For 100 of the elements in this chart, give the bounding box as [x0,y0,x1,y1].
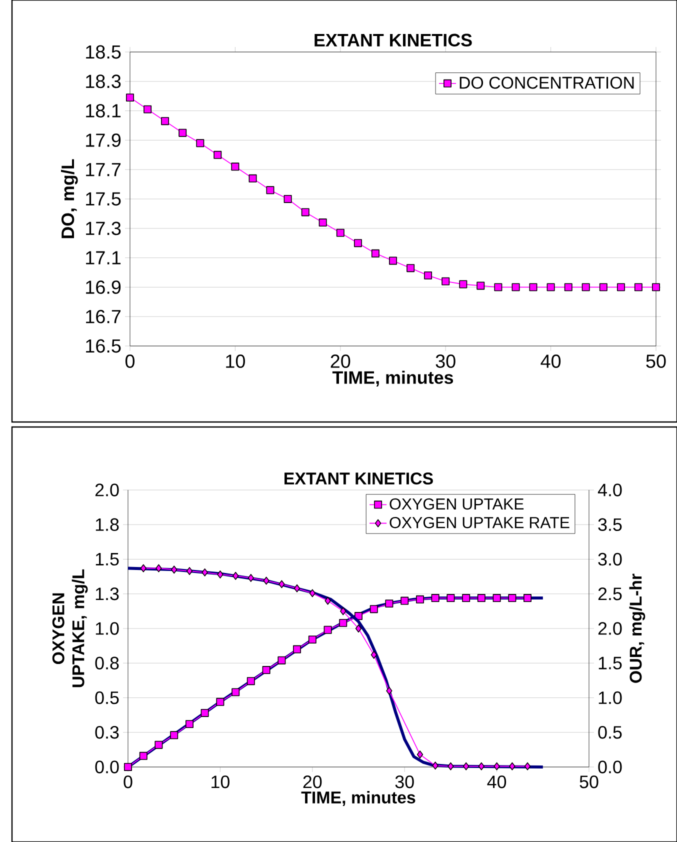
point [186,720,194,728]
x-tick-label: 10 [226,354,245,368]
point [284,195,292,203]
point [178,128,187,137]
point [370,650,377,659]
point [200,708,209,717]
y-tick-label: 0.0 [95,760,119,774]
point [370,605,378,614]
chart-title: EXTANT KINETICS [284,472,433,484]
y-tick-label: 1.3 [96,588,119,600]
chart-title: EXTANT KINETICS [314,34,472,46]
point [446,594,455,602]
point [262,666,270,674]
y-tick-label: 17.9 [86,133,121,147]
x-tick-label: 30 [436,354,456,368]
point [529,283,538,292]
y2-tick-label: 4.0 [598,484,622,496]
point [448,762,454,770]
point [308,636,316,644]
point [318,218,327,226]
point [524,762,531,770]
y2-tick-label: 0.0 [598,760,622,774]
x-tick-label: 50 [646,354,666,368]
point [546,283,555,292]
point [126,94,134,102]
x-tick-label: 40 [540,354,561,368]
point [512,283,520,292]
point [508,594,516,602]
point [494,762,500,770]
point [524,594,532,602]
y-tick-label: 0.8 [95,656,119,670]
x-tick-label: 20 [303,776,322,788]
point [385,600,394,608]
x-tick-label: 40 [487,776,506,788]
y-tick-label: 0.5 [95,691,119,704]
point [476,282,485,290]
point [144,105,152,114]
point [386,686,392,695]
point [616,283,625,292]
point [599,283,608,292]
point [156,564,162,572]
point [161,117,170,126]
point [494,283,502,292]
point [202,568,208,576]
y-tick-label: 1.5 [96,552,119,566]
x-tick-label: 0 [125,354,135,368]
legend-label: OXYGEN UPTAKE RATE [390,516,570,528]
y2-tick-label: 3.0 [598,552,622,566]
point [231,162,240,171]
point [196,139,204,148]
point [248,174,257,182]
x-axis-title: TIME, minutes [332,370,454,387]
point [171,566,178,574]
y2-tick-label: 1.5 [598,656,622,670]
y-tick-label: 2.0 [95,484,119,496]
point [170,731,178,740]
x-tick-label: 30 [395,776,414,788]
y-tick-label: 18.1 [86,104,121,118]
point [216,698,224,706]
point [432,762,438,770]
y-tick-label: 16.5 [86,339,121,353]
point [389,256,397,265]
y-tick-label: 0.3 [95,726,119,739]
point [246,677,255,686]
point [462,594,470,602]
y2-tick-label: 0.5 [598,726,622,739]
y-tick-label: 18.3 [86,74,121,88]
point [266,186,274,194]
point [263,576,270,585]
y2-tick-label: 2.0 [598,622,622,635]
point [278,656,286,664]
x-tick-label: 10 [212,776,230,788]
point [509,762,516,770]
legend-label: DO CONCENTRATION [460,76,634,89]
y-tick-label: 1.0 [96,622,119,635]
point [416,595,424,604]
y-tick-label: 16.7 [86,310,121,324]
point [371,249,380,258]
point [336,228,344,237]
point [154,740,163,749]
point [652,283,660,292]
point [564,283,572,292]
y-tick-label: 17.5 [86,192,121,206]
point [478,762,484,770]
point [339,618,348,627]
x-tick-label: 50 [580,776,598,788]
y2-tick-label: 3.5 [598,518,622,531]
point [324,626,332,634]
legend-label: OXYGEN UPTAKE [390,498,524,510]
y-tick-label: 16.9 [86,280,121,294]
x-axis-title: TIME, minutes [301,791,416,806]
point [416,750,424,759]
y-tick-label: 18.5 [86,45,121,59]
y-tick-label: 17.1 [86,251,121,264]
y-axis-title: OXYGEN UPTAKE, mg/L [52,569,88,688]
point [301,208,310,216]
point [431,594,440,602]
point [406,264,415,272]
point [232,688,240,696]
point [214,150,222,159]
